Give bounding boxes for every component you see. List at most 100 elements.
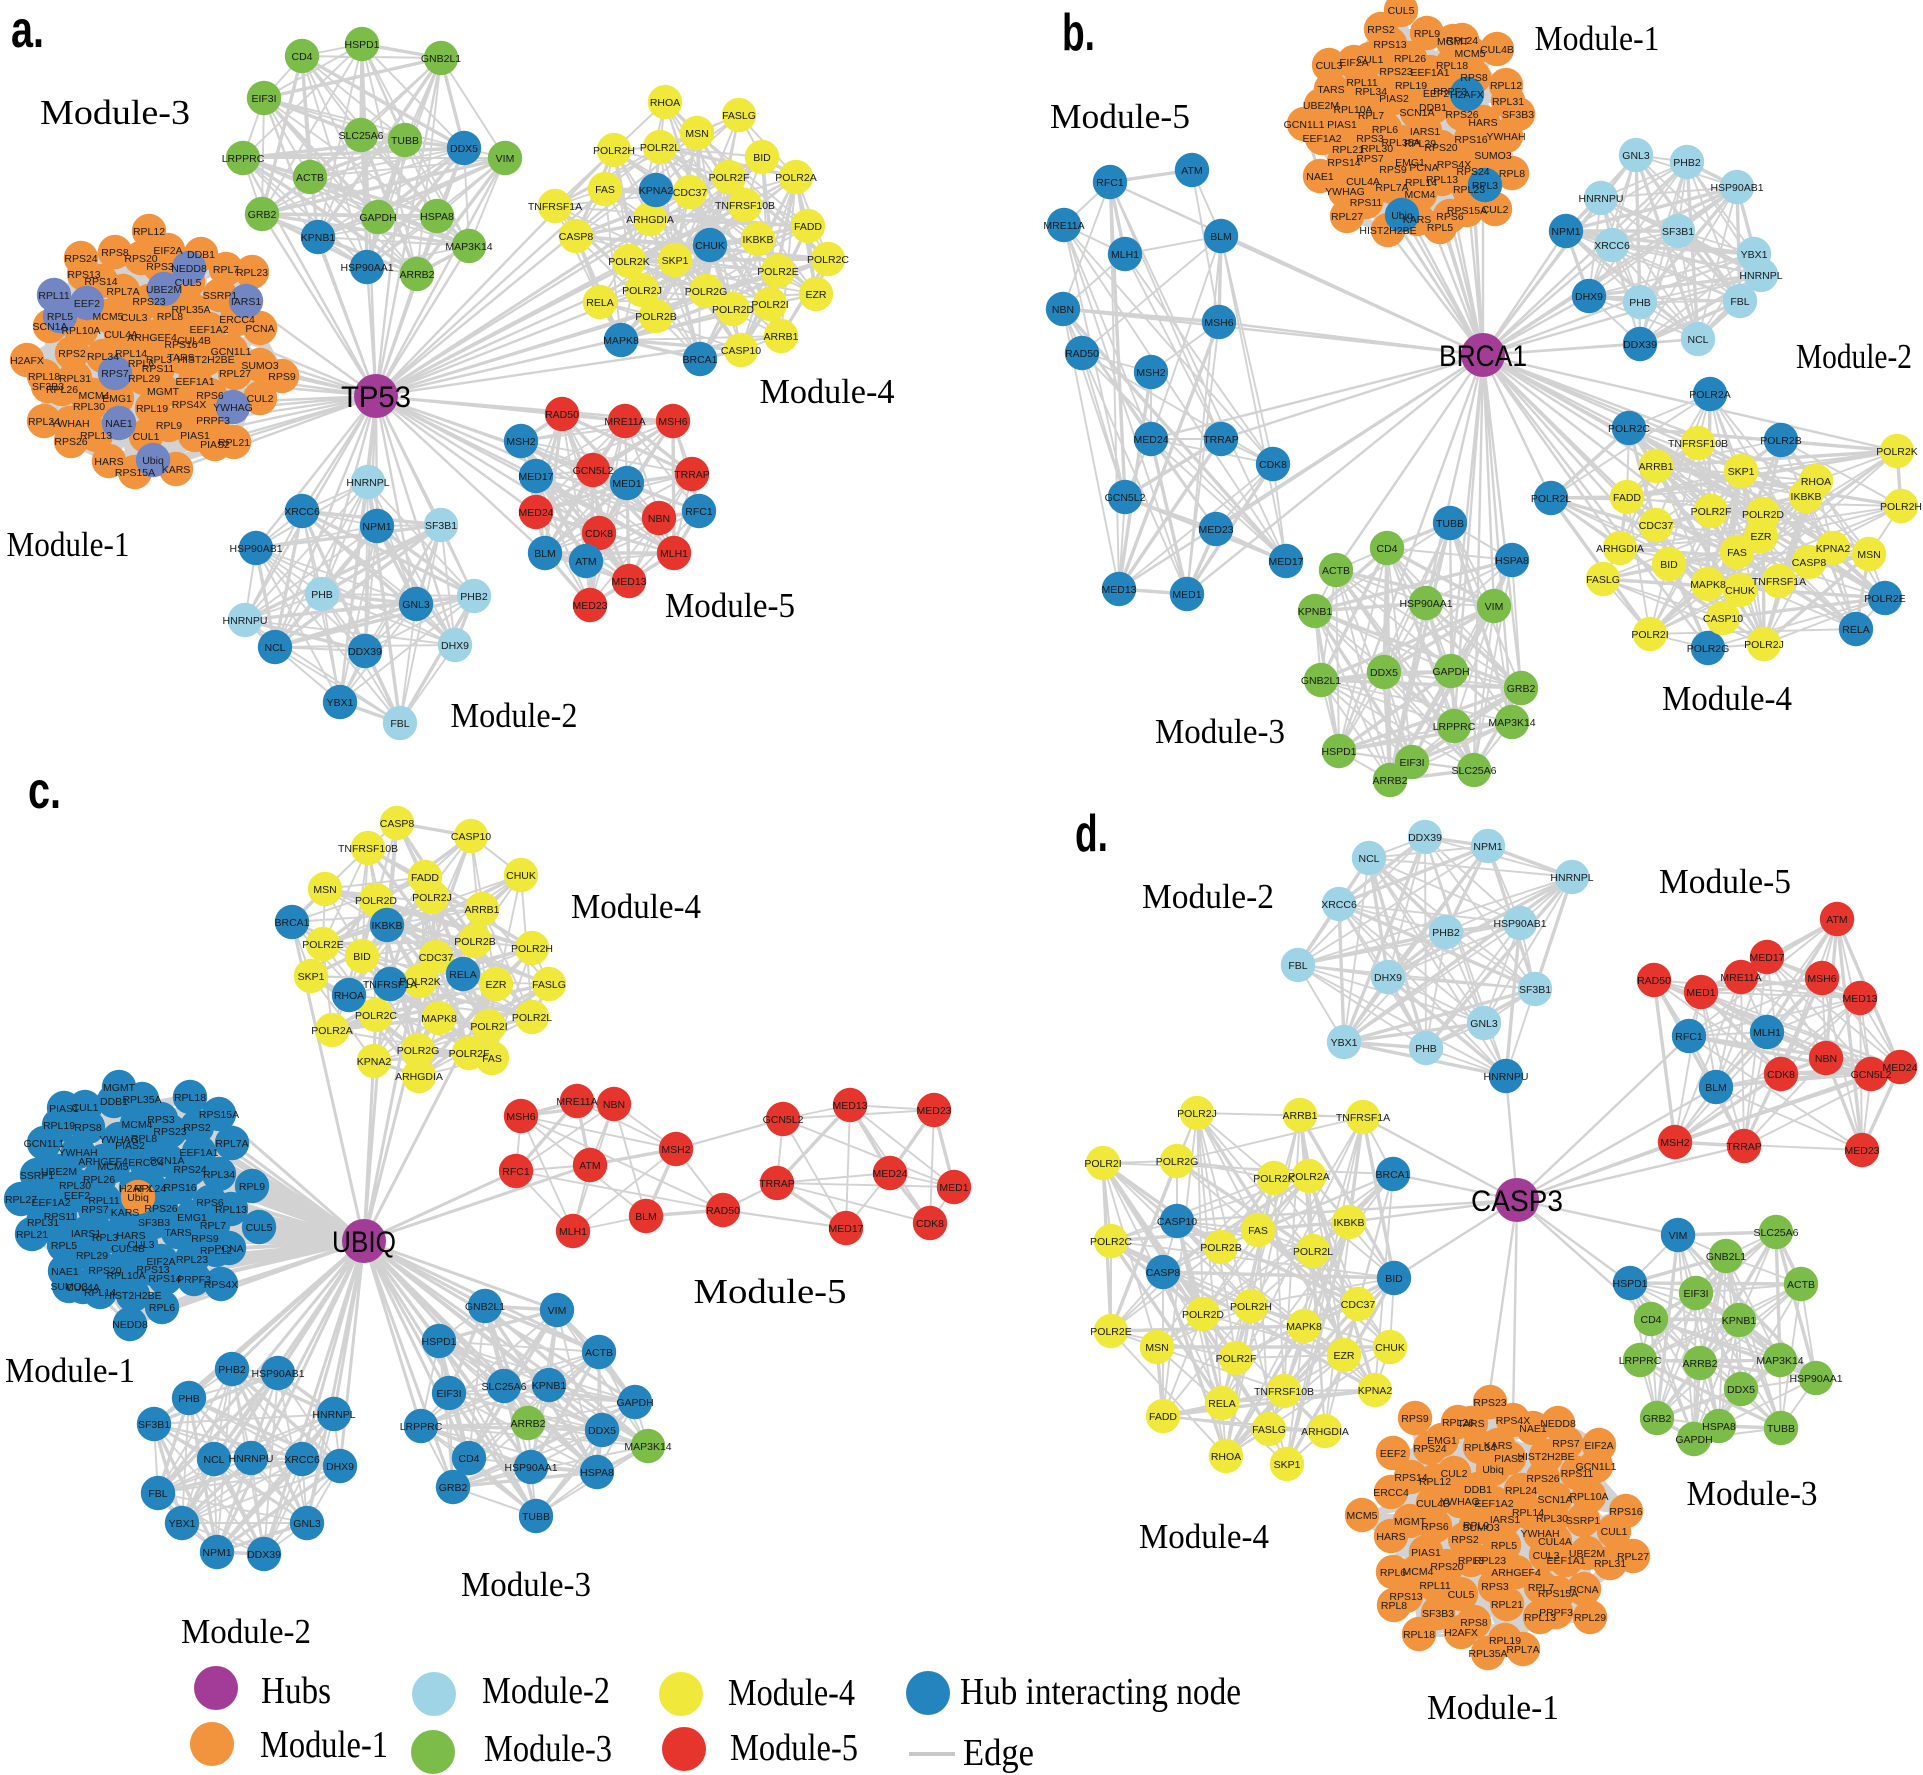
svg-text:RPL9: RPL9 (239, 1181, 265, 1193)
svg-text:MAP3K14: MAP3K14 (445, 241, 492, 253)
svg-text:EZR: EZR (806, 289, 827, 301)
svg-text:HNRNPU: HNRNPU (223, 615, 268, 627)
svg-text:MCM4: MCM4 (1403, 1566, 1434, 1578)
svg-text:Hub interacting node: Hub interacting node (960, 1671, 1241, 1713)
svg-text:FASLG: FASLG (722, 110, 756, 122)
svg-text:POLR2A: POLR2A (1689, 389, 1730, 401)
svg-text:BID: BID (753, 152, 771, 164)
svg-text:RPS13: RPS13 (67, 269, 100, 281)
svg-text:RAD50: RAD50 (1065, 348, 1099, 360)
svg-text:RELA: RELA (1208, 1398, 1235, 1410)
svg-text:CUL4B: CUL4B (177, 335, 211, 347)
svg-text:CD4: CD4 (291, 51, 312, 63)
svg-text:FADD: FADD (411, 872, 439, 884)
svg-text:GNL3: GNL3 (1470, 1018, 1498, 1030)
svg-text:SCN1A: SCN1A (1537, 1494, 1572, 1506)
svg-text:GAPDH: GAPDH (1675, 1434, 1712, 1446)
svg-text:DDX5: DDX5 (1370, 667, 1398, 679)
svg-text:Module-3: Module-3 (40, 93, 190, 132)
svg-text:PHB2: PHB2 (460, 591, 488, 603)
svg-text:PHB2: PHB2 (1673, 157, 1701, 169)
svg-text:MAPK8: MAPK8 (1286, 1321, 1322, 1333)
svg-text:MED24: MED24 (872, 1168, 907, 1180)
svg-text:MED17: MED17 (518, 471, 553, 483)
svg-text:RPS23: RPS23 (1379, 66, 1412, 78)
svg-text:RPL29: RPL29 (128, 373, 160, 385)
svg-text:RPS14: RPS14 (1327, 157, 1360, 169)
svg-text:TUBB: TUBB (1436, 518, 1464, 530)
svg-text:FAS: FAS (1727, 547, 1747, 559)
svg-text:H2AFX: H2AFX (10, 355, 44, 367)
svg-text:CDK8: CDK8 (585, 528, 613, 540)
svg-text:LRPPRC: LRPPRC (400, 1421, 443, 1433)
svg-text:KARS: KARS (162, 464, 191, 476)
svg-text:RPL9: RPL9 (1463, 1520, 1489, 1532)
svg-text:MCM5: MCM5 (1347, 1510, 1378, 1522)
svg-text:RPL8: RPL8 (131, 1133, 157, 1145)
svg-text:SLC25A6: SLC25A6 (1452, 765, 1497, 777)
svg-text:CASP8: CASP8 (1146, 1267, 1181, 1279)
svg-text:PCNA: PCNA (245, 323, 274, 335)
svg-text:CUL4B: CUL4B (1480, 44, 1514, 56)
svg-text:DDX39: DDX39 (247, 1549, 281, 1561)
svg-text:POLR2E: POLR2E (1090, 1326, 1131, 1338)
svg-text:POLR2C: POLR2C (1090, 1236, 1132, 1248)
svg-text:NPM1: NPM1 (1551, 226, 1580, 238)
svg-text:RPL19: RPL19 (43, 1120, 75, 1132)
svg-text:RFC1: RFC1 (1096, 177, 1124, 189)
svg-text:RPL14: RPL14 (1512, 1507, 1544, 1519)
svg-text:SCN1A: SCN1A (32, 321, 67, 333)
svg-text:ACTB: ACTB (1322, 565, 1350, 577)
svg-text:KPNA2: KPNA2 (639, 185, 674, 197)
svg-text:RPS13: RPS13 (1373, 39, 1406, 51)
svg-text:PHB: PHB (1415, 1043, 1437, 1055)
svg-text:RPL31: RPL31 (1594, 1558, 1626, 1570)
svg-text:POLR2A: POLR2A (1288, 1171, 1329, 1183)
svg-text:RPS7: RPS7 (81, 1204, 109, 1216)
svg-text:RPL35A: RPL35A (171, 304, 210, 316)
svg-text:RPS16: RPS16 (163, 1182, 196, 1194)
svg-text:POLR2E: POLR2E (302, 939, 343, 951)
svg-text:POLR2J: POLR2J (1177, 1108, 1217, 1120)
svg-text:MED17: MED17 (1268, 556, 1303, 568)
svg-text:RPS6: RPS6 (196, 390, 224, 402)
svg-text:NAE1: NAE1 (51, 1266, 79, 1278)
svg-text:YWHAG: YWHAG (1440, 1496, 1480, 1508)
svg-text:EIF3I: EIF3I (436, 1388, 461, 1400)
svg-text:MLH1: MLH1 (1753, 1027, 1781, 1039)
svg-text:PIAS1: PIAS1 (1327, 119, 1357, 131)
svg-text:RPS9: RPS9 (1401, 1413, 1429, 1425)
svg-text:SKP1: SKP1 (1274, 1459, 1301, 1471)
svg-text:NBN: NBN (1052, 304, 1074, 316)
svg-text:NEDD8: NEDD8 (112, 1319, 148, 1331)
svg-text:RPL7A: RPL7A (106, 286, 139, 298)
svg-text:POLR2D: POLR2D (1742, 509, 1784, 521)
svg-text:GNB2L1: GNB2L1 (465, 1301, 505, 1313)
svg-text:RPL9: RPL9 (1414, 28, 1440, 40)
svg-text:MED23: MED23 (1844, 1145, 1879, 1157)
svg-text:CDK8: CDK8 (1767, 1069, 1795, 1081)
svg-text:Module-2: Module-2 (482, 1670, 610, 1712)
svg-text:RPL12: RPL12 (133, 226, 165, 238)
svg-text:DDX39: DDX39 (1623, 339, 1657, 351)
svg-text:TRRAP: TRRAP (759, 1178, 795, 1190)
svg-text:TNFRSF10B: TNFRSF10B (1254, 1386, 1314, 1398)
svg-text:POLR2L: POLR2L (640, 142, 680, 154)
svg-text:RPL19: RPL19 (136, 403, 168, 415)
svg-text:FBL: FBL (390, 718, 409, 730)
svg-text:YBX1: YBX1 (327, 697, 354, 709)
svg-text:FADD: FADD (794, 221, 822, 233)
svg-text:RPS11: RPS11 (44, 1211, 77, 1223)
svg-text:HARS: HARS (1468, 117, 1497, 129)
svg-text:GNL3: GNL3 (402, 599, 430, 611)
svg-text:MED17: MED17 (1749, 952, 1784, 964)
svg-text:SLC25A6: SLC25A6 (482, 1381, 527, 1393)
svg-text:RPS24: RPS24 (1413, 1443, 1446, 1455)
svg-text:MAP3K14: MAP3K14 (1756, 1355, 1803, 1367)
svg-text:BID: BID (1660, 559, 1678, 571)
svg-text:RPL3: RPL3 (146, 354, 172, 366)
svg-text:POLR2I: POLR2I (1631, 629, 1668, 641)
svg-text:MSN: MSN (313, 884, 336, 896)
svg-text:RPL6: RPL6 (128, 358, 154, 370)
svg-text:CUL3: CUL3 (128, 1239, 155, 1251)
